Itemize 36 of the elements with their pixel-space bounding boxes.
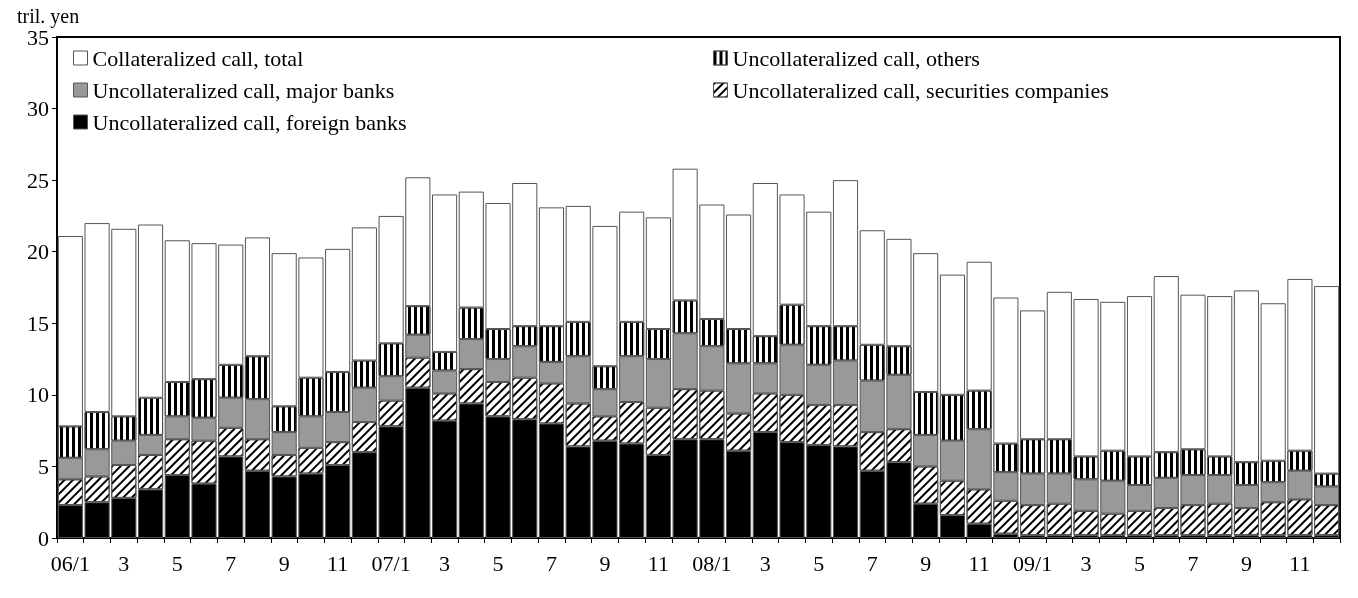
x-tick-label: 9 — [599, 550, 611, 576]
x-tick-label: 07/1 — [371, 550, 411, 576]
legend-label: Uncollateralized call, major banks — [92, 77, 395, 103]
x-tick-label: 11 — [1289, 550, 1311, 576]
x-tick-label: 3 — [759, 550, 771, 576]
x-tick-label: 5 — [1134, 550, 1146, 576]
x-tick-label: 9 — [1240, 550, 1252, 576]
x-tick-label: 08/1 — [692, 550, 732, 576]
x-tick-label: 5 — [813, 550, 825, 576]
x-tick-label: 9 — [278, 550, 290, 576]
x-tick-label: 09/1 — [1013, 550, 1053, 576]
x-tick-label: 06/1 — [50, 550, 90, 576]
legend-label: Uncollateralized call, others — [732, 45, 980, 71]
y-tick-label: 20 — [27, 239, 49, 265]
x-tick-label: 3 — [118, 550, 130, 576]
x-tick-label: 11 — [647, 550, 669, 576]
x-tick-label: 9 — [920, 550, 932, 576]
x-tick-label: 7 — [1187, 550, 1199, 576]
legend-label: Uncollateralized call, foreign banks — [92, 109, 407, 135]
y-tick-label: 25 — [27, 167, 49, 193]
y-tick-label: 15 — [27, 310, 49, 336]
x-tick-label: 11 — [327, 550, 349, 576]
x-tick-label: 3 — [1080, 550, 1092, 576]
x-tick-label: 7 — [545, 550, 557, 576]
x-tick-label: 7 — [866, 550, 878, 576]
x-tick-label: 11 — [968, 550, 990, 576]
legend-label: Collateralized call, total — [92, 45, 304, 71]
x-tick-label: 3 — [439, 550, 451, 576]
y-tick-label: 5 — [38, 453, 49, 479]
x-tick-label: 5 — [171, 550, 183, 576]
y-tick-label: 0 — [38, 525, 49, 551]
x-tick-label: 7 — [225, 550, 237, 576]
x-tick-label: 5 — [492, 550, 504, 576]
legend-label: Uncollateralized call, securities companies — [732, 77, 1109, 103]
y-tick-label: 10 — [27, 382, 49, 408]
y-tick-label: 30 — [27, 96, 49, 122]
